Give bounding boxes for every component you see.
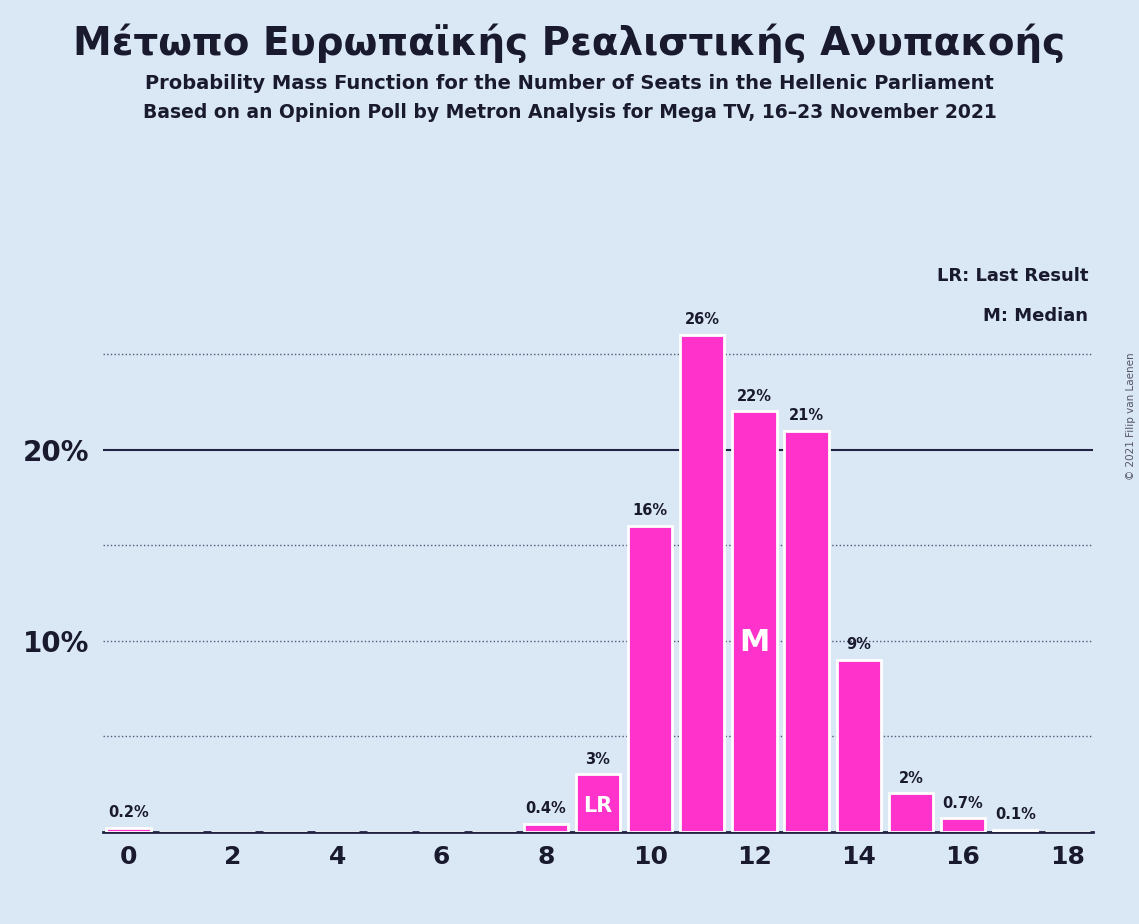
Bar <box>993 830 1038 832</box>
Text: 22%: 22% <box>737 389 772 404</box>
Text: 9%: 9% <box>846 637 871 652</box>
Text: 21%: 21% <box>789 407 825 423</box>
Text: 0.1%: 0.1% <box>994 807 1035 822</box>
Text: LR: Last Result: LR: Last Result <box>937 267 1089 286</box>
Bar <box>628 526 672 832</box>
Text: © 2021 Filip van Laenen: © 2021 Filip van Laenen <box>1126 352 1136 480</box>
Bar <box>732 411 777 832</box>
Bar <box>106 828 150 832</box>
Bar <box>576 774 620 832</box>
Bar <box>888 794 933 832</box>
Text: Probability Mass Function for the Number of Seats in the Hellenic Parliament: Probability Mass Function for the Number… <box>145 74 994 93</box>
Bar <box>836 660 880 832</box>
Text: 3%: 3% <box>585 751 611 767</box>
Text: M: Median: M: Median <box>983 308 1089 325</box>
Bar <box>524 824 568 832</box>
Text: 16%: 16% <box>632 504 667 518</box>
Text: Based on an Opinion Poll by Metron Analysis for Mega TV, 16–23 November 2021: Based on an Opinion Poll by Metron Analy… <box>142 103 997 123</box>
Text: 0.4%: 0.4% <box>525 801 566 816</box>
Text: 2%: 2% <box>899 771 924 785</box>
Text: 26%: 26% <box>685 312 720 327</box>
Text: LR: LR <box>583 796 613 816</box>
Text: 0.2%: 0.2% <box>108 805 149 821</box>
Text: M: M <box>739 628 770 657</box>
Bar <box>680 335 724 832</box>
Bar <box>941 819 985 832</box>
Bar <box>785 431 829 832</box>
Text: Μέτωπο Ευρωπαϊκής Ρεαλιστικής Ανυπακοής: Μέτωπο Ευρωπαϊκής Ρεαλιστικής Ανυπακοής <box>73 23 1066 63</box>
Text: 0.7%: 0.7% <box>943 796 983 810</box>
